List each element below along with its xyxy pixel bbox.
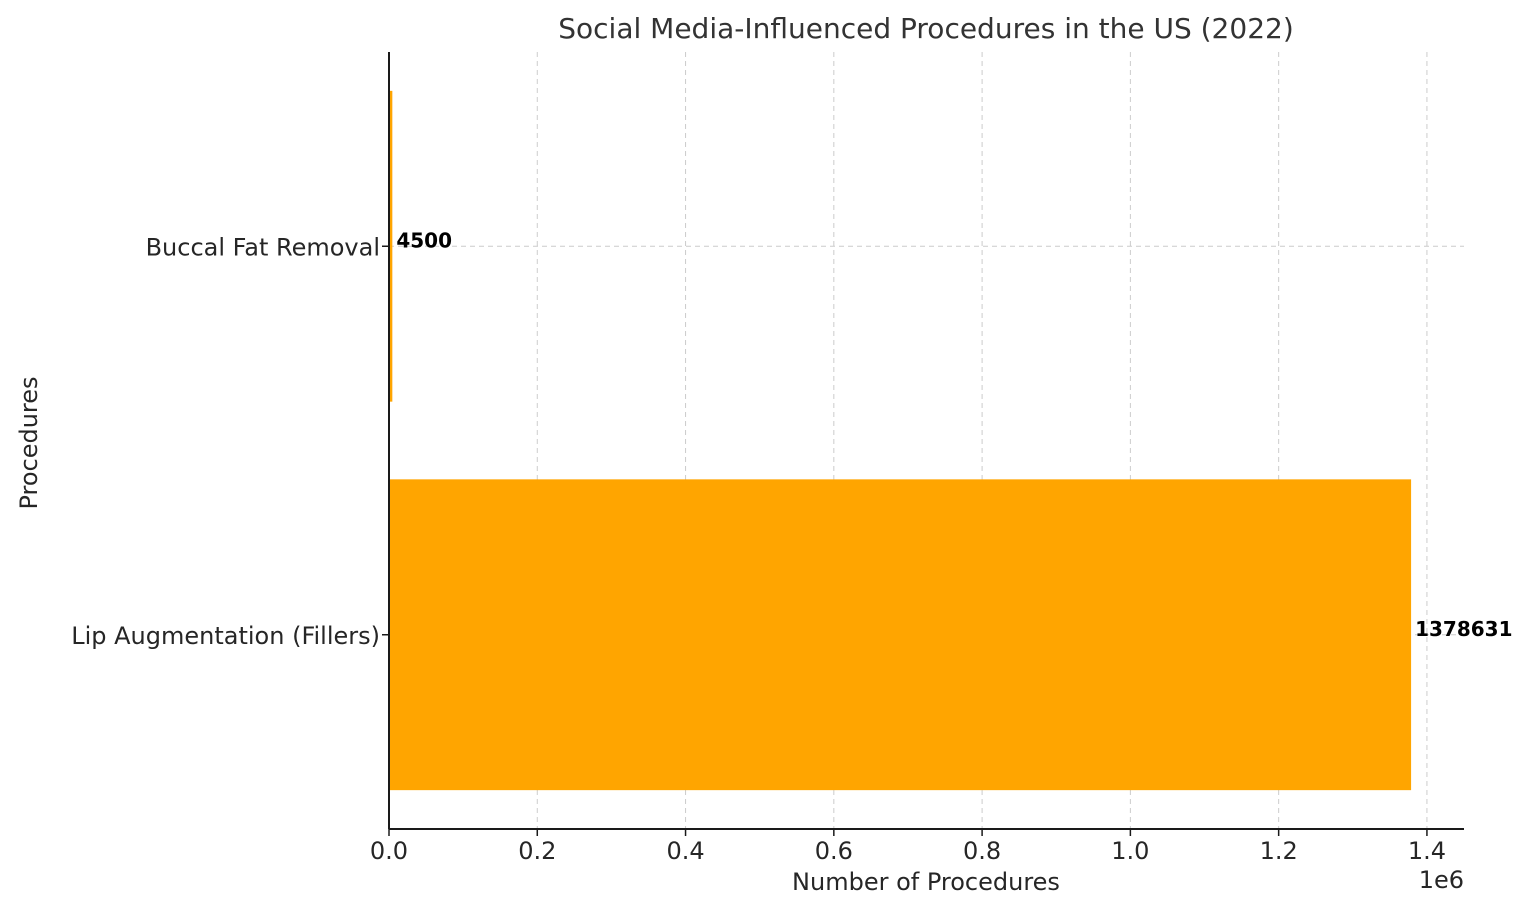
x-tick-label-5: 1.0 bbox=[1111, 837, 1149, 865]
x-axis-offset-label: 1e6 bbox=[1419, 866, 1464, 894]
x-tick-label-7: 1.4 bbox=[1408, 837, 1446, 865]
y-tick-label-0: Lip Augmentation (Fillers) bbox=[71, 622, 380, 650]
x-tick-label-6: 1.2 bbox=[1260, 837, 1298, 865]
data-label-1: 4500 bbox=[396, 228, 452, 252]
bar-layer bbox=[389, 90, 1412, 791]
x-tick-label-4: 0.8 bbox=[963, 837, 1001, 865]
y-tick-label-1: Buccal Fat Removal bbox=[146, 233, 380, 261]
data-label-0: 1378631 bbox=[1415, 617, 1512, 641]
x-tick-label-2: 0.4 bbox=[666, 837, 704, 865]
chart-title: Social Media-Influenced Procedures in th… bbox=[558, 12, 1294, 45]
bar-1 bbox=[389, 90, 393, 402]
y-axis-label: Procedures bbox=[15, 376, 43, 509]
label-layer: 1378631 4500 bbox=[396, 228, 1512, 641]
x-tick-label-0: 0.0 bbox=[370, 837, 408, 865]
axis-layer: 0.0 0.2 0.4 0.6 0.8 1.0 1.2 1.4 Lip Augmentation… bbox=[71, 52, 1464, 865]
bar-0 bbox=[389, 479, 1412, 791]
x-axis-label: Number of Procedures bbox=[792, 868, 1060, 896]
x-tick-label-1: 0.2 bbox=[518, 837, 556, 865]
x-tick-label-3: 0.6 bbox=[815, 837, 853, 865]
